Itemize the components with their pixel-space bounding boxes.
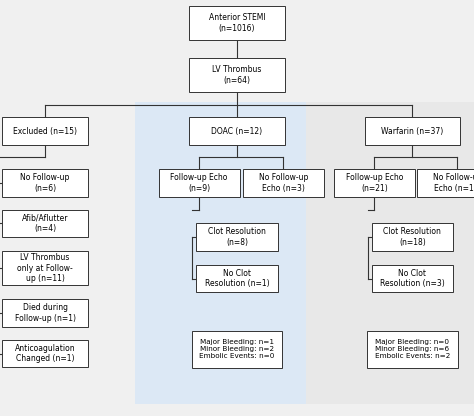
Text: Major Bleeding: n=0
Minor Bleeding: n=6
Embolic Events: n=2: Major Bleeding: n=0 Minor Bleeding: n=6 … xyxy=(374,339,450,359)
FancyBboxPatch shape xyxy=(334,169,415,197)
Text: No Follow-up
(n=6): No Follow-up (n=6) xyxy=(20,173,70,193)
Text: Clot Resolution
(n=8): Clot Resolution (n=8) xyxy=(208,228,266,247)
Bar xyxy=(306,102,474,404)
FancyBboxPatch shape xyxy=(189,117,284,145)
FancyBboxPatch shape xyxy=(158,169,239,197)
Text: No Follow-up
Echo (n=16): No Follow-up Echo (n=16) xyxy=(433,173,474,193)
Text: Anticoagulation
Changed (n=1): Anticoagulation Changed (n=1) xyxy=(15,344,75,363)
FancyBboxPatch shape xyxy=(2,340,88,367)
FancyBboxPatch shape xyxy=(2,117,88,145)
Text: LV Thrombus
(n=64): LV Thrombus (n=64) xyxy=(212,65,262,84)
FancyBboxPatch shape xyxy=(2,299,88,327)
FancyBboxPatch shape xyxy=(2,169,88,197)
FancyBboxPatch shape xyxy=(417,169,474,197)
Text: Died during
Follow-up (n=1): Died during Follow-up (n=1) xyxy=(15,303,75,322)
Text: No Clot
Resolution (n=1): No Clot Resolution (n=1) xyxy=(205,269,269,288)
FancyBboxPatch shape xyxy=(189,6,284,40)
FancyBboxPatch shape xyxy=(243,169,324,197)
FancyBboxPatch shape xyxy=(365,117,460,145)
FancyBboxPatch shape xyxy=(367,330,457,369)
Text: No Follow-up
Echo (n=3): No Follow-up Echo (n=3) xyxy=(259,173,308,193)
Text: Follow-up Echo
(n=21): Follow-up Echo (n=21) xyxy=(346,173,403,193)
FancyBboxPatch shape xyxy=(191,330,282,369)
FancyBboxPatch shape xyxy=(372,223,453,251)
Text: DOAC (n=12): DOAC (n=12) xyxy=(211,126,263,136)
Text: Afib/Aflutter
(n=4): Afib/Aflutter (n=4) xyxy=(22,214,68,233)
Text: No Clot
Resolution (n=3): No Clot Resolution (n=3) xyxy=(380,269,445,288)
FancyBboxPatch shape xyxy=(196,265,277,292)
Text: Follow-up Echo
(n=9): Follow-up Echo (n=9) xyxy=(170,173,228,193)
Text: Anterior STEMI
(n=1016): Anterior STEMI (n=1016) xyxy=(209,13,265,32)
Text: LV Thrombus
only at Follow-
up (n=11): LV Thrombus only at Follow- up (n=11) xyxy=(17,253,73,283)
Text: Major Bleeding: n=1
Minor Bleeding: n=2
Embolic Events: n=0: Major Bleeding: n=1 Minor Bleeding: n=2 … xyxy=(199,339,275,359)
FancyBboxPatch shape xyxy=(196,223,277,251)
FancyBboxPatch shape xyxy=(2,210,88,237)
Text: Excluded (n=15): Excluded (n=15) xyxy=(13,126,77,136)
FancyBboxPatch shape xyxy=(189,58,284,92)
Bar xyxy=(135,102,306,404)
Text: Warfarin (n=37): Warfarin (n=37) xyxy=(381,126,444,136)
FancyBboxPatch shape xyxy=(2,251,88,285)
FancyBboxPatch shape xyxy=(372,265,453,292)
Text: Clot Resolution
(n=18): Clot Resolution (n=18) xyxy=(383,228,441,247)
